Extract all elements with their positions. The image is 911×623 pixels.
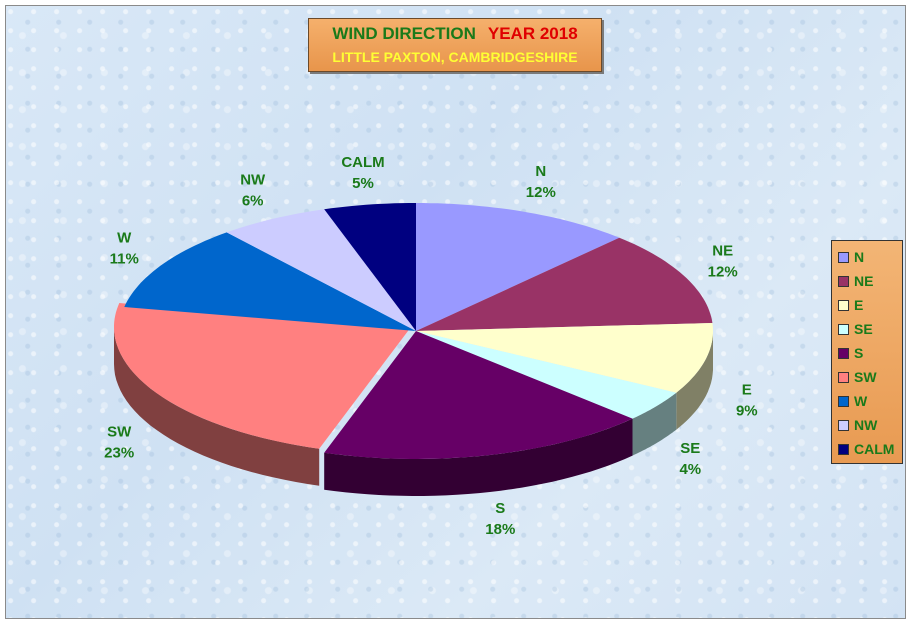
slice-label-ne: NE bbox=[712, 243, 733, 260]
pie-side-s bbox=[324, 418, 633, 496]
slice-value-calm: 5% bbox=[352, 175, 374, 192]
legend-label: E bbox=[854, 297, 864, 313]
legend-item-ne: NE bbox=[832, 269, 902, 293]
slice-label-e: E bbox=[742, 382, 752, 399]
slice-label-se: SE bbox=[680, 440, 700, 457]
pie-top-group bbox=[114, 203, 713, 459]
legend-label: NW bbox=[854, 417, 878, 433]
slice-label-s: S bbox=[495, 500, 505, 517]
pie-slice-calm bbox=[324, 203, 416, 331]
pie-side-e bbox=[676, 331, 713, 430]
legend-swatch bbox=[838, 323, 849, 335]
slice-value-n: 12% bbox=[526, 184, 556, 201]
slice-value-ne: 12% bbox=[708, 264, 738, 281]
slice-label-calm: CALM bbox=[341, 154, 384, 171]
pie-label-group: N 12% NE 12% E 9% SE 4% S 18% SW 23% W 11% NW 6% CALM 5% bbox=[104, 154, 757, 538]
slice-label-nw: NW bbox=[240, 172, 266, 189]
pie-side-sw bbox=[114, 327, 320, 486]
legend-swatch bbox=[838, 299, 849, 311]
pie-slice-e bbox=[416, 323, 713, 393]
chart-title-box: WIND DIRECTION YEAR 2018 LITTLE PAXTON, C… bbox=[308, 18, 602, 72]
pie-slice-w bbox=[124, 232, 417, 331]
pie-slice-ne bbox=[416, 237, 713, 331]
slice-value-nw: 6% bbox=[242, 193, 264, 210]
slice-label-w: W bbox=[117, 230, 132, 247]
slice-value-e: 9% bbox=[736, 403, 758, 420]
slice-value-w: 11% bbox=[110, 251, 139, 268]
legend-item-e: E bbox=[832, 293, 902, 317]
pie-side-group bbox=[114, 327, 713, 496]
title-line: WIND DIRECTION YEAR 2018 bbox=[309, 24, 601, 44]
slice-value-sw: 23% bbox=[104, 444, 134, 461]
legend-label: NE bbox=[854, 273, 874, 289]
legend-label: CALM bbox=[854, 441, 895, 457]
legend-swatch bbox=[838, 371, 849, 383]
legend-item-s: S bbox=[832, 341, 902, 365]
pie-slice-n bbox=[416, 203, 620, 331]
legend-item-n: N bbox=[832, 245, 902, 269]
chart-title: WIND DIRECTION bbox=[332, 24, 476, 43]
chart-year: YEAR 2018 bbox=[487, 24, 578, 43]
legend-swatch bbox=[838, 275, 849, 287]
legend-label: SW bbox=[854, 369, 877, 385]
legend-item-nw: NW bbox=[832, 413, 902, 437]
legend-item-se: SE bbox=[832, 317, 902, 341]
legend-label: SE bbox=[854, 321, 873, 337]
legend-label: S bbox=[854, 345, 864, 361]
slice-label-sw: SW bbox=[107, 423, 132, 440]
legend-swatch bbox=[838, 443, 849, 455]
legend-item-calm: CALM bbox=[832, 437, 902, 461]
pie-side-se bbox=[632, 392, 677, 456]
legend-item-sw: SW bbox=[832, 365, 902, 389]
slice-value-se: 4% bbox=[679, 461, 701, 478]
legend-item-w: W bbox=[832, 389, 902, 413]
pie-slice-sw bbox=[114, 303, 411, 449]
legend-swatch bbox=[838, 251, 849, 263]
chart-subtitle: LITTLE PAXTON, CAMBRIDGESHIRE bbox=[332, 49, 578, 65]
legend: N NE E SE S SW W NW CALM bbox=[831, 240, 903, 464]
slice-value-s: 18% bbox=[485, 521, 515, 538]
pie-slice-nw bbox=[226, 209, 416, 331]
slice-label-n: N bbox=[535, 163, 546, 180]
pie-slice-se bbox=[416, 331, 677, 419]
pie-slice-s bbox=[324, 331, 633, 459]
legend-swatch bbox=[838, 395, 849, 407]
legend-swatch bbox=[838, 347, 849, 359]
legend-label: N bbox=[854, 249, 865, 265]
legend-label: W bbox=[854, 393, 868, 409]
legend-swatch bbox=[838, 419, 849, 431]
